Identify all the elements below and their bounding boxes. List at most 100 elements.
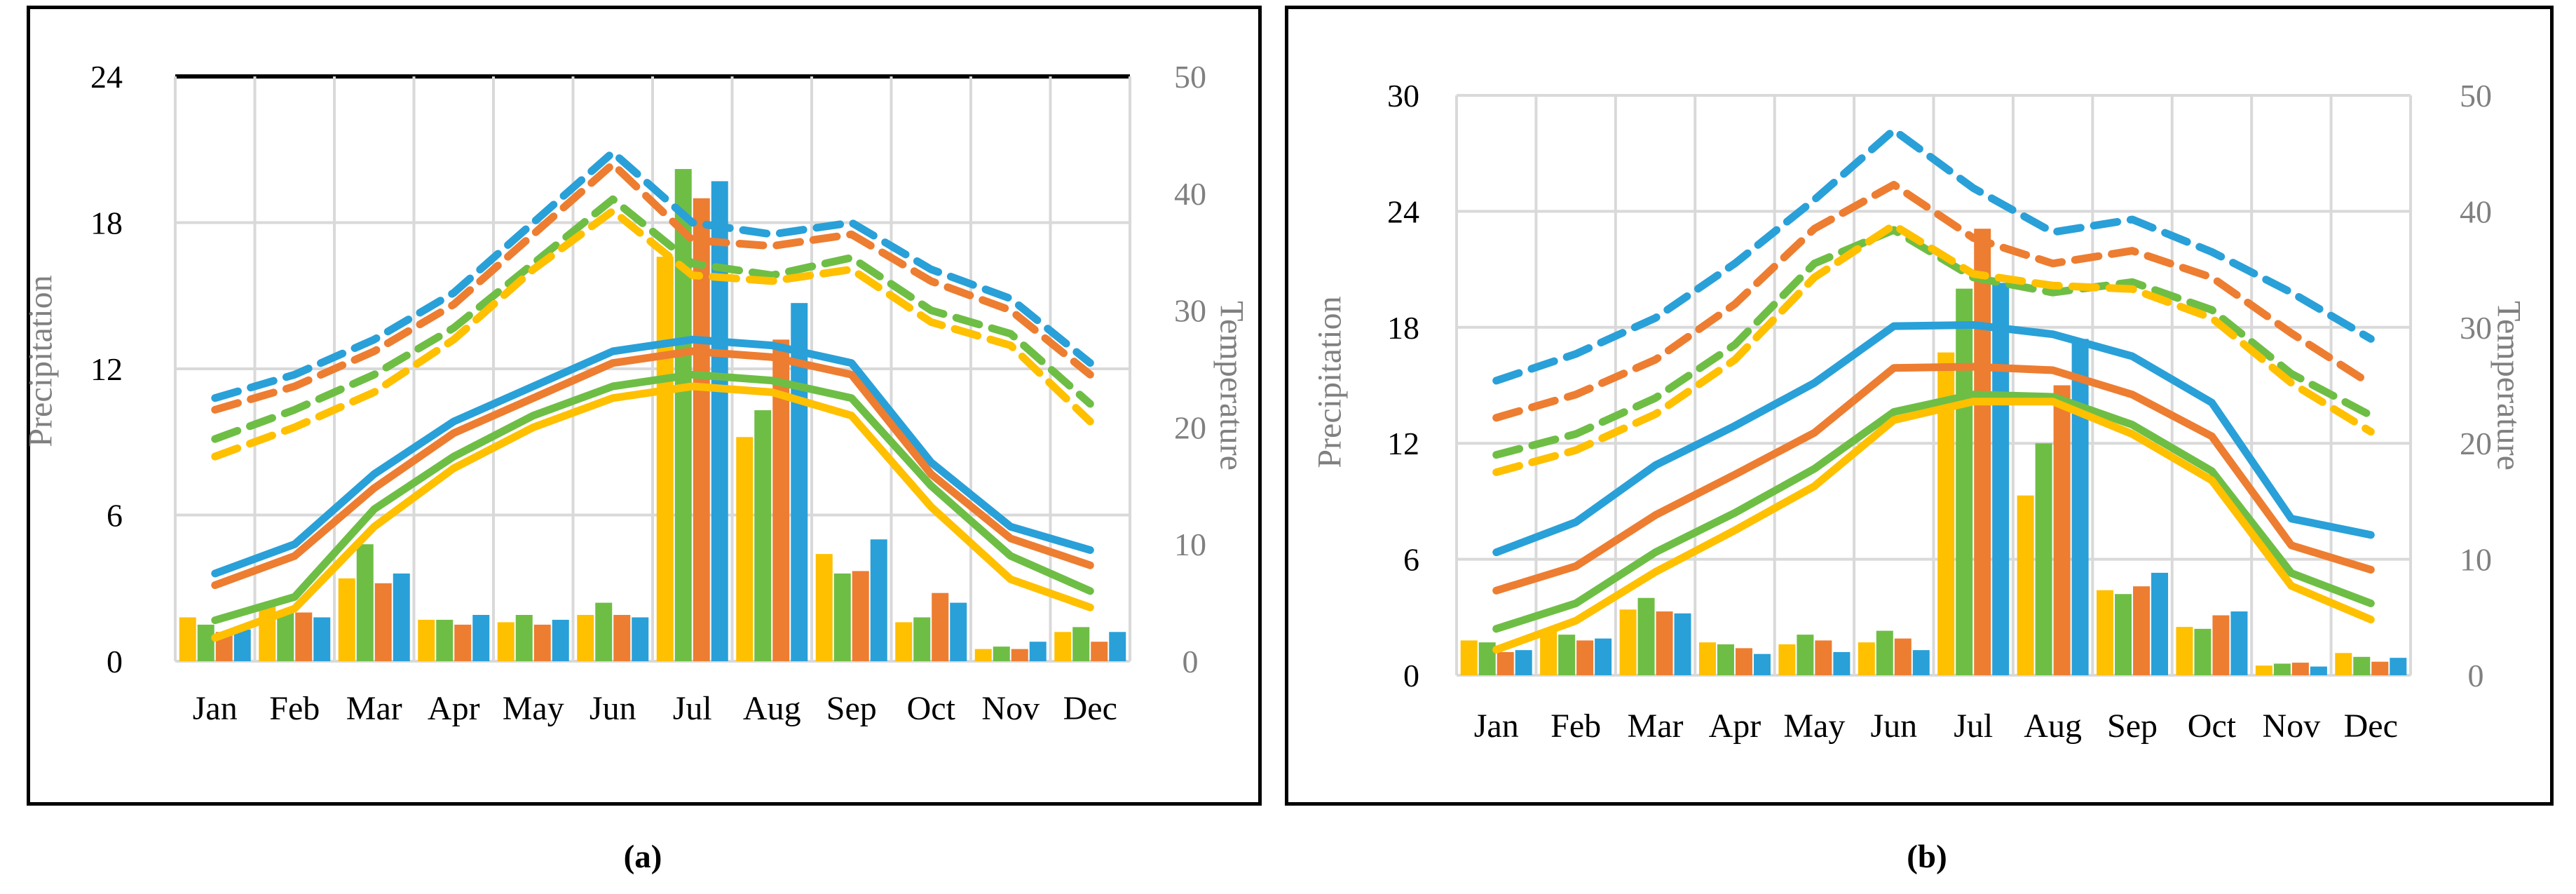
bar-orange [852, 571, 869, 661]
month-label: Aug [743, 690, 801, 727]
bar-green [1558, 635, 1576, 675]
line-dashed-orange [1492, 180, 2375, 422]
line-solid-green [211, 370, 1094, 625]
tick-label-right: 30 [2460, 310, 2492, 346]
tick-label-left: 12 [1387, 426, 1419, 461]
bar-blue [791, 303, 808, 661]
month-label: Mar [346, 690, 402, 727]
bar-green [2353, 656, 2371, 675]
line-dashed-blue [211, 148, 1094, 402]
month-label: Sep [826, 690, 877, 727]
month-label: Sep [2107, 707, 2158, 745]
bar-green [993, 646, 1010, 661]
bar-blue [1753, 653, 1771, 675]
tick-label-left: 12 [90, 351, 123, 387]
bar-orange [1011, 649, 1028, 661]
bar-yellow [1054, 632, 1072, 661]
bar-orange [1894, 638, 1911, 675]
bar-orange [2212, 615, 2230, 675]
bar-green [833, 573, 851, 661]
bar-orange [1656, 611, 1673, 675]
bar-yellow [2097, 590, 2114, 675]
bar-yellow [1698, 642, 1716, 675]
line-dashed-green [1492, 226, 2375, 459]
bar-blue [1515, 650, 1532, 675]
bar-green [1478, 642, 1496, 675]
bar-blue [1912, 650, 1930, 675]
bar-green [2035, 443, 2052, 675]
bar-green [2273, 663, 2291, 675]
tick-label-left: 6 [107, 498, 123, 534]
tick-label-right: 50 [2460, 78, 2492, 114]
tick-label-right: 40 [2460, 194, 2492, 229]
month-label: Jul [673, 690, 712, 727]
bar-yellow [338, 578, 355, 661]
bar-orange [613, 614, 631, 661]
line-solid-green [1492, 391, 2375, 633]
tick-label-right: 10 [2460, 542, 2492, 578]
month-label: May [1783, 707, 1845, 745]
caption-b: (b) [1907, 839, 1947, 875]
bar-orange [1091, 642, 1108, 661]
bar-yellow [577, 614, 594, 661]
month-label: May [503, 690, 564, 727]
line-solid-orange [211, 347, 1094, 590]
bar-blue [2230, 611, 2248, 675]
tick-label-right: 20 [2460, 426, 2492, 461]
bar-green [277, 612, 294, 661]
bar-blue [870, 539, 887, 661]
bar-yellow [418, 619, 435, 661]
bar-orange [932, 592, 949, 661]
bar-blue [711, 181, 728, 661]
bar-yellow [815, 554, 833, 661]
panel-chart-b: 30 24 18 12 6 0 50 40 30 20 10 0 Jan Feb Mar Apr May Jun J… [1285, 6, 2554, 806]
month-label: Dec [2344, 707, 2398, 745]
bar-green [754, 410, 772, 661]
tick-label-left: 0 [107, 644, 123, 679]
bar-green [197, 624, 214, 661]
bar-blue [233, 629, 251, 661]
bar-green [1956, 288, 1973, 676]
bar-blue [1674, 613, 1691, 675]
line-solid-blue [1492, 321, 2375, 557]
bar-green [1717, 644, 1734, 675]
bar-orange [454, 624, 472, 661]
axis-title-precipitation-a: Precipitation [22, 275, 60, 447]
bar-yellow [895, 622, 913, 661]
bar-yellow [656, 257, 674, 661]
month-label: Dec [1063, 690, 1117, 727]
bar-blue [1109, 632, 1126, 661]
tick-label-right: 50 [1174, 59, 1206, 95]
panel-chart-a: 24 18 12 6 0 50 40 30 20 10 0 Jan Feb Mar Apr May Jun Jul… [27, 6, 1262, 806]
bar-blue [2151, 572, 2169, 675]
bar-orange [2371, 661, 2389, 675]
bar-orange [1735, 648, 1752, 675]
bar-orange [1974, 229, 1991, 676]
bar-blue [1992, 283, 2010, 675]
bar-green [1072, 627, 1090, 661]
tick-label-left: 18 [1387, 310, 1419, 346]
bar-yellow [2255, 665, 2272, 675]
bar-blue [552, 619, 569, 661]
tick-label-left: 18 [90, 205, 123, 241]
line-solid-orange [1492, 363, 2375, 595]
axis-title-temperature-a: Temperature [1213, 301, 1250, 470]
bar-green [515, 614, 533, 661]
bar-green [1637, 597, 1655, 675]
month-label: Oct [2188, 707, 2237, 745]
month-label: Nov [2263, 707, 2321, 745]
bar-blue [950, 602, 967, 661]
line-dashed-orange [211, 160, 1094, 414]
bar-green [913, 617, 931, 661]
tick-label-right: 30 [1174, 293, 1206, 329]
bar-yellow [497, 622, 514, 661]
bar-blue [472, 614, 490, 661]
bar-orange [772, 339, 790, 661]
bar-blue [1833, 651, 1851, 675]
month-label: Jun [1870, 707, 1917, 745]
month-label: Jan [1474, 707, 1519, 745]
bar-green [674, 169, 692, 662]
bar-yellow [1858, 642, 1875, 675]
